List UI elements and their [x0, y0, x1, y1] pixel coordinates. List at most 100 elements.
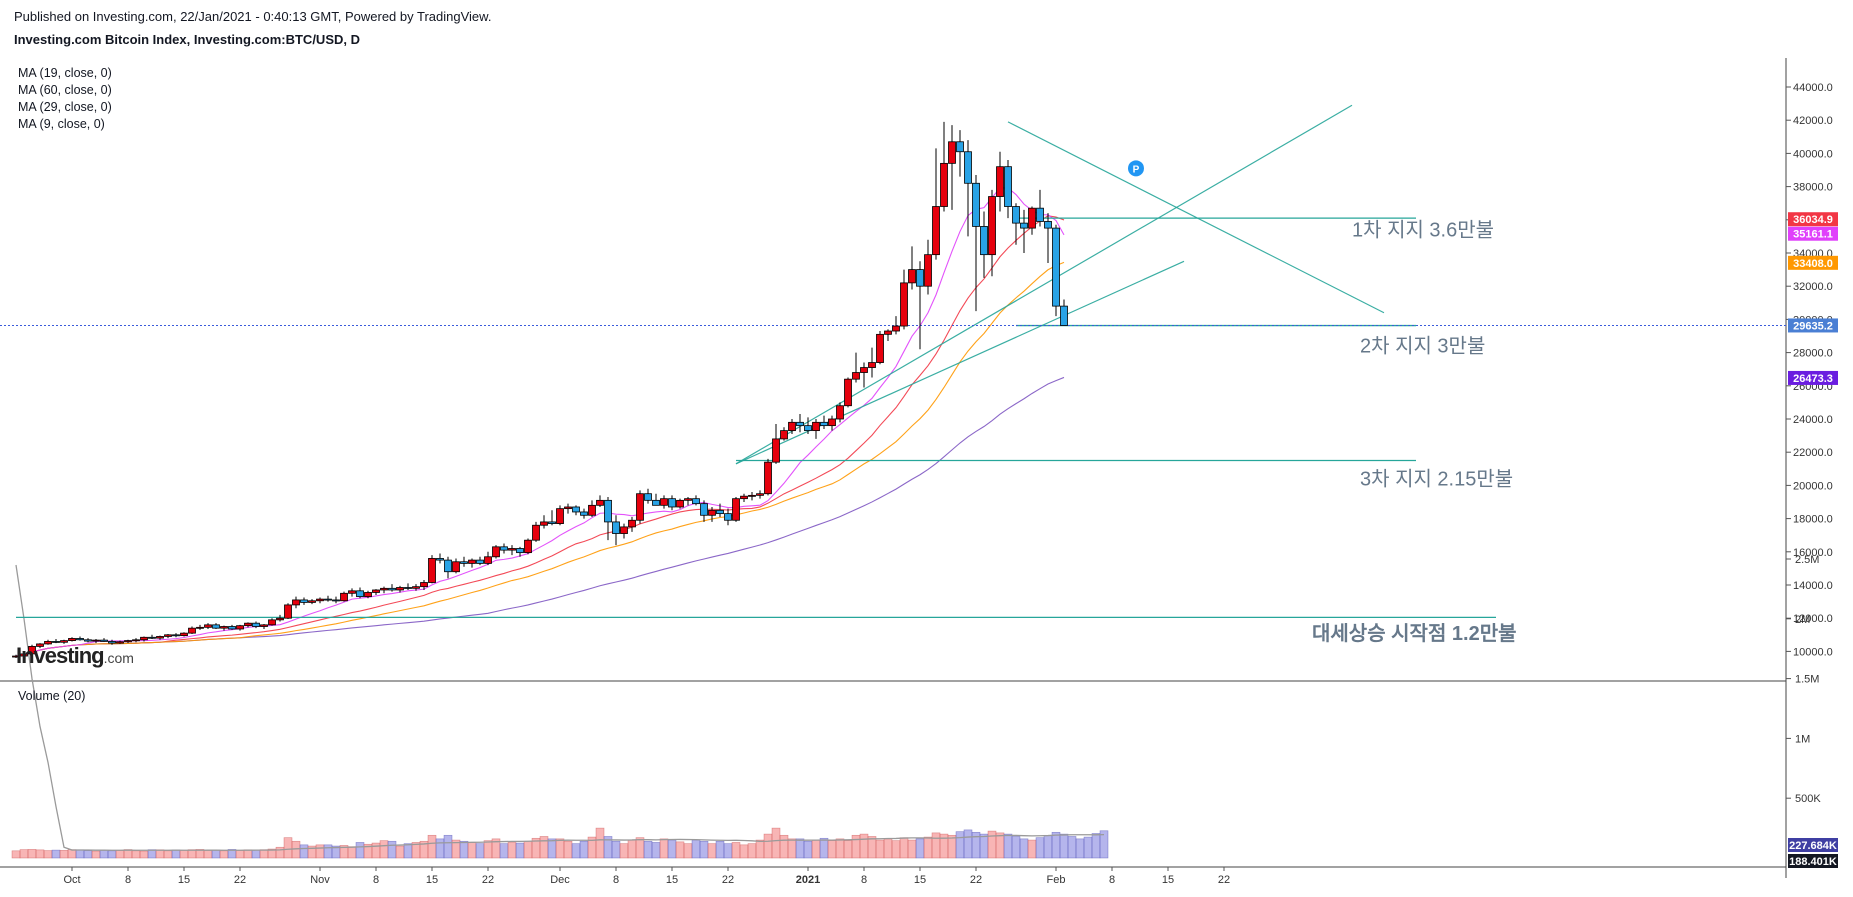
candle	[500, 543, 508, 554]
time-tick-label: Feb	[1047, 874, 1066, 886]
price-tick-label: 14000.0	[1793, 580, 1833, 592]
volume-bar	[555, 838, 565, 859]
candle-body	[172, 634, 180, 637]
ma-legend-item[interactable]: MA (29, close, 0)	[18, 100, 112, 114]
candle	[828, 415, 836, 431]
candle	[60, 639, 68, 644]
candle-body	[148, 636, 156, 639]
candle	[796, 414, 804, 433]
candle-body	[836, 405, 844, 420]
candle	[892, 316, 900, 335]
time-tick-label: Nov	[310, 874, 330, 886]
volume-bar	[851, 834, 861, 859]
time-tick-label: 15	[666, 874, 678, 886]
volume-bar	[499, 843, 509, 859]
candle	[932, 148, 940, 260]
volume-label-box	[1788, 838, 1838, 852]
candle-body	[84, 639, 92, 642]
volume-bar	[859, 833, 869, 859]
volume-bar	[635, 837, 645, 859]
time-tick-label: 22	[722, 874, 734, 886]
volume-label-text: 188.401K	[1789, 856, 1837, 868]
candle	[12, 654, 20, 659]
ma-legend-item[interactable]: MA (19, close, 0)	[18, 66, 112, 80]
candle-body	[1020, 222, 1028, 229]
volume-bar	[155, 849, 165, 859]
candle	[908, 246, 916, 290]
support-annotation: 대세상승 시작점 1.2만불	[1312, 622, 1517, 645]
volume-bar	[963, 829, 973, 859]
volume-legend[interactable]: Volume (20)	[18, 689, 86, 703]
volume-bar	[691, 839, 701, 859]
volume-bar	[579, 840, 589, 859]
price-tick-label: 42000.0	[1793, 115, 1833, 127]
candle-body	[196, 626, 204, 629]
candle-body	[484, 556, 492, 564]
moving-average-line	[15, 187, 1065, 657]
candle-body	[164, 634, 172, 637]
candle	[172, 633, 180, 638]
candle	[220, 625, 228, 631]
volume-bar	[995, 832, 1005, 859]
candle	[852, 352, 860, 383]
volume-bar	[723, 843, 733, 859]
candle	[436, 553, 444, 564]
candle	[516, 546, 524, 557]
marker-label: P	[1133, 164, 1140, 175]
candle	[540, 515, 548, 529]
candle	[740, 493, 748, 502]
candle-body	[452, 561, 460, 573]
candle-body	[756, 493, 764, 496]
candle-body	[516, 548, 524, 554]
candle-body	[612, 521, 620, 534]
volume-tick-label: 1M	[1795, 733, 1810, 745]
candle-body	[796, 421, 804, 427]
volume-bar	[99, 849, 109, 859]
candle	[324, 595, 332, 602]
price-tick-label: 32000.0	[1793, 281, 1833, 293]
candle-body	[140, 636, 148, 641]
trend-line	[735, 260, 1185, 465]
candle	[404, 583, 412, 590]
candle	[748, 492, 756, 501]
candle	[708, 506, 716, 522]
candle	[1036, 189, 1044, 227]
volume-bar	[379, 840, 389, 859]
volume-tick-label: 1.5M	[1795, 674, 1819, 686]
candle-body	[980, 226, 988, 256]
time-tick-label: 22	[234, 874, 246, 886]
candle-body	[900, 282, 908, 327]
candle	[188, 626, 196, 634]
candle-body	[908, 269, 916, 284]
candle-body	[276, 617, 284, 621]
time-tick-label: 15	[1162, 874, 1174, 886]
candle	[388, 584, 396, 592]
candle-body	[500, 546, 508, 551]
candle	[308, 599, 316, 605]
volume-bar	[715, 840, 725, 859]
volume-bar	[91, 850, 101, 859]
volume-bar	[51, 849, 61, 859]
volume-bar	[699, 840, 709, 859]
candle	[84, 638, 92, 643]
volume-bar	[43, 850, 53, 859]
time-tick-label: 22	[970, 874, 982, 886]
candle	[684, 497, 692, 506]
volume-bar	[739, 844, 749, 859]
candle-body	[596, 499, 604, 506]
candle	[76, 636, 84, 641]
trend-line	[735, 104, 1353, 465]
price-tick-label: 44000.0	[1793, 82, 1833, 94]
candle-body	[244, 622, 252, 627]
price-label-box	[1788, 370, 1838, 385]
ma-legend-item[interactable]: MA (9, close, 0)	[18, 117, 105, 131]
candle-body	[524, 539, 532, 554]
volume-bar	[107, 850, 117, 859]
candle	[260, 624, 268, 629]
moving-average-line	[15, 215, 1065, 657]
ma-legend-item[interactable]: MA (60, close, 0)	[18, 83, 112, 97]
candle-body	[468, 559, 476, 564]
volume-bar	[923, 836, 933, 859]
